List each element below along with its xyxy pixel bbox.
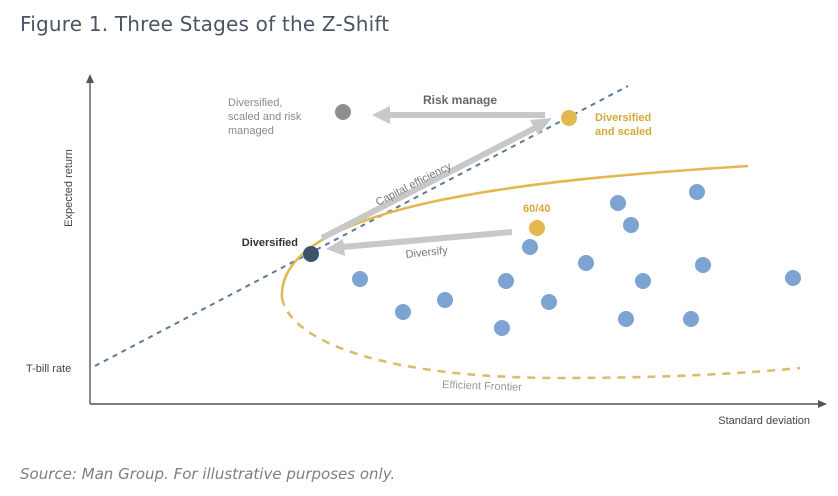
portfolio-dot [578, 255, 594, 271]
x-axis-label: Standard deviation [718, 415, 810, 427]
risk-manage-label: Risk manage [423, 93, 497, 107]
diversified-scaled-line-1: Diversified [595, 112, 651, 124]
diversified-scaled-risk-point [335, 104, 351, 120]
dsr-line-2: scaled and risk [228, 111, 302, 123]
portfolio-dot [683, 311, 699, 327]
t-bill-rate-label: T-bill rate [26, 363, 71, 375]
risk-manage-arrow [372, 106, 545, 124]
portfolio-dot [498, 273, 514, 289]
portfolio-dot [689, 184, 705, 200]
diversified-scaled-point [561, 110, 577, 126]
diversified-scaled-label: Diversified and scaled [595, 112, 654, 138]
efficient-frontier-label: Efficient Frontier [442, 379, 523, 394]
x-axis-arrowhead [818, 400, 827, 408]
portfolio-dot [623, 217, 639, 233]
portfolio-dot [437, 292, 453, 308]
dsr-line-3: managed [228, 125, 274, 137]
diversified-point [303, 246, 319, 262]
efficient-frontier-upper [280, 164, 749, 299]
portfolio-dot [352, 271, 368, 287]
portfolio-dot [618, 311, 634, 327]
portfolio-dot [541, 294, 557, 310]
portfolio-dot [785, 270, 801, 286]
portfolio-dot [635, 273, 651, 289]
portfolio-dot [395, 304, 411, 320]
sixty-forty-point [529, 220, 545, 236]
dsr-line-1: Diversified, [228, 97, 282, 109]
y-axis-label: Expected return [63, 149, 75, 227]
capital-market-line [94, 85, 629, 367]
figure-title: Figure 1. Three Stages of the Z-Shift [20, 12, 390, 36]
diversified-scaled-risk-label: Diversified, scaled and risk managed [228, 97, 304, 137]
portfolio-dots [352, 184, 801, 336]
portfolio-dot [494, 320, 510, 336]
y-axis-arrowhead [86, 74, 94, 83]
diversify-label: Diversify [405, 245, 449, 261]
capital-efficiency-arrow [320, 118, 552, 241]
efficient-frontier-lower [280, 297, 801, 380]
diversified-label: Diversified [242, 237, 298, 249]
figure-source: Source: Man Group. For illustrative purp… [20, 465, 396, 483]
diversify-arrow [326, 229, 513, 256]
portfolio-dot [522, 239, 538, 255]
sixty-forty-label: 60/40 [523, 203, 551, 215]
portfolio-dot [610, 195, 626, 211]
diversified-scaled-line-2: and scaled [595, 126, 652, 138]
portfolio-dot [695, 257, 711, 273]
